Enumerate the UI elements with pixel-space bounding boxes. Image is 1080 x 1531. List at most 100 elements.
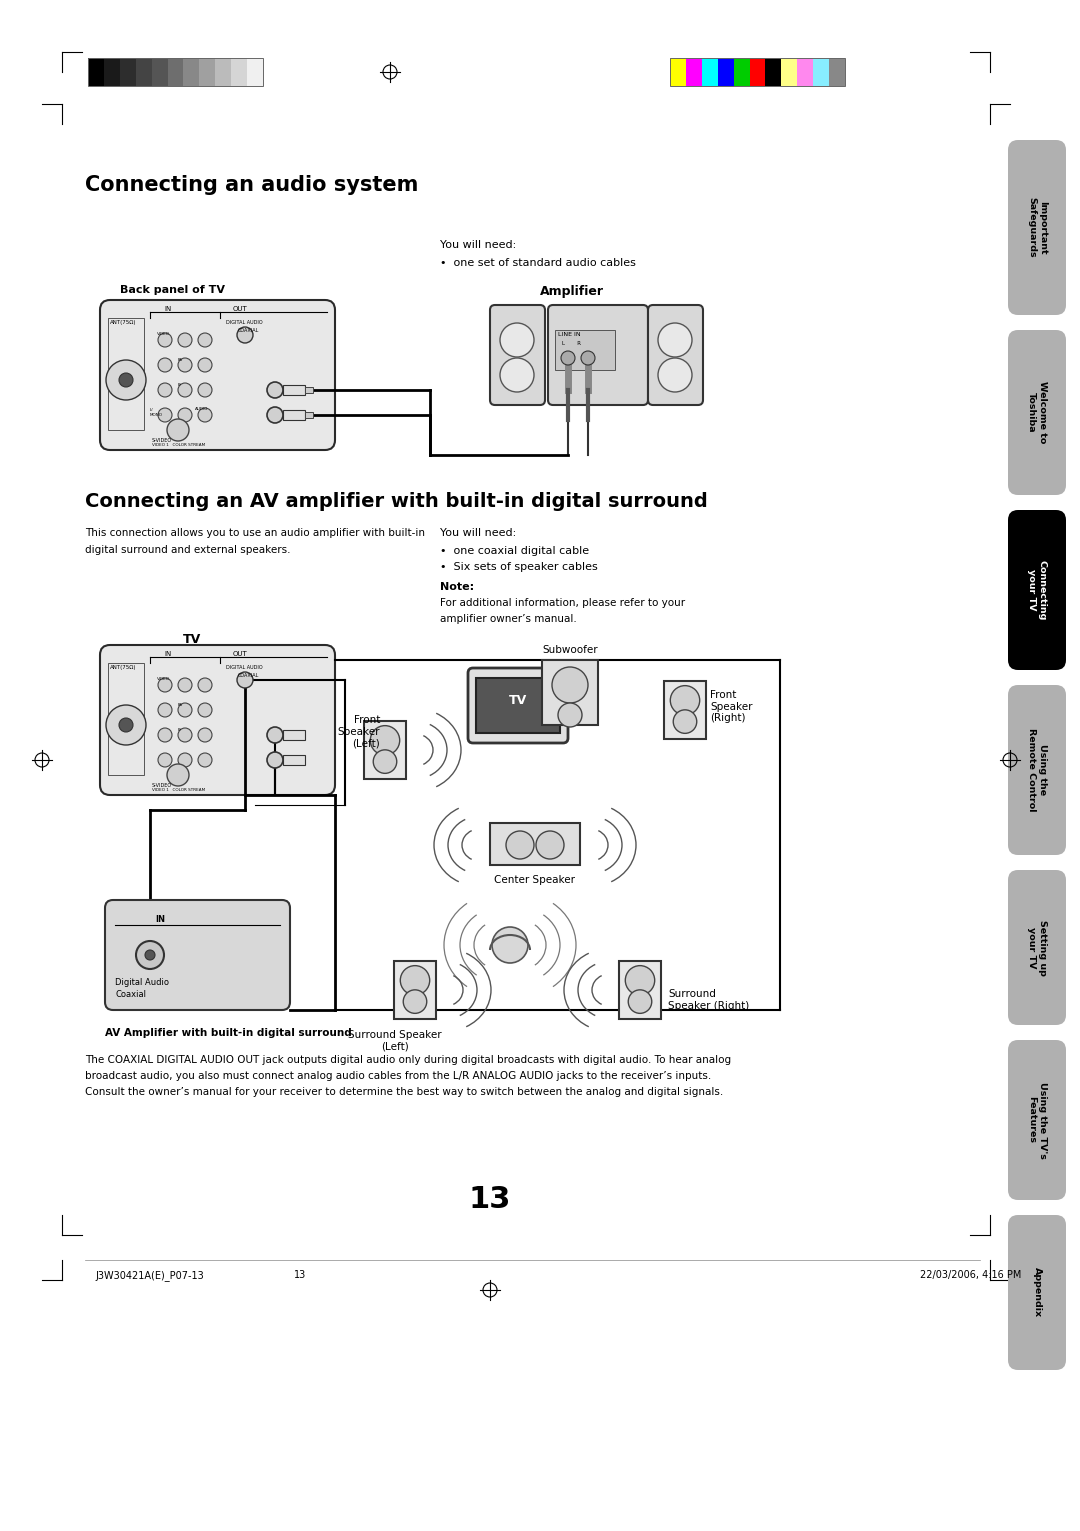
Bar xyxy=(167,58,184,86)
Circle shape xyxy=(145,951,156,960)
Circle shape xyxy=(178,729,192,743)
Circle shape xyxy=(500,358,534,392)
Circle shape xyxy=(267,752,283,769)
Circle shape xyxy=(581,351,595,364)
Text: Welcome to
Toshiba: Welcome to Toshiba xyxy=(1027,381,1047,444)
Circle shape xyxy=(658,358,692,392)
Circle shape xyxy=(198,678,212,692)
Bar xyxy=(283,755,305,766)
Circle shape xyxy=(401,966,430,995)
Circle shape xyxy=(536,831,564,859)
Circle shape xyxy=(178,678,192,692)
Text: L/
MONO: L/ MONO xyxy=(150,407,163,416)
Circle shape xyxy=(370,726,400,755)
Bar xyxy=(766,58,781,86)
Text: Subwoofer: Subwoofer xyxy=(542,645,598,655)
Bar xyxy=(283,730,305,739)
Text: Pr: Pr xyxy=(178,383,183,387)
Circle shape xyxy=(500,323,534,357)
Bar xyxy=(394,961,436,1020)
Text: S-VIDEO: S-VIDEO xyxy=(152,782,172,788)
Bar xyxy=(247,58,264,86)
Bar xyxy=(781,58,797,86)
Circle shape xyxy=(237,328,253,343)
Bar xyxy=(305,412,313,418)
Bar xyxy=(200,58,215,86)
Text: digital surround and external speakers.: digital surround and external speakers. xyxy=(85,545,291,556)
Bar xyxy=(555,331,615,371)
FancyBboxPatch shape xyxy=(105,900,291,1010)
Circle shape xyxy=(198,383,212,397)
Text: •  Six sets of speaker cables: • Six sets of speaker cables xyxy=(440,562,597,573)
Bar xyxy=(813,58,829,86)
Text: Connecting an audio system: Connecting an audio system xyxy=(85,175,418,194)
Bar xyxy=(87,58,264,86)
Text: Amplifier: Amplifier xyxy=(540,285,604,299)
Text: DIGITAL AUDIO: DIGITAL AUDIO xyxy=(226,664,262,671)
Bar xyxy=(283,384,305,395)
Circle shape xyxy=(558,703,582,727)
Text: AUDIO: AUDIO xyxy=(195,407,208,410)
Text: Note:: Note: xyxy=(440,582,474,592)
FancyBboxPatch shape xyxy=(1008,1040,1066,1200)
Circle shape xyxy=(267,383,283,398)
Circle shape xyxy=(136,942,164,969)
Circle shape xyxy=(119,374,133,387)
Text: •  one set of standard audio cables: • one set of standard audio cables xyxy=(440,259,636,268)
Text: This connection allows you to use an audio amplifier with built-in: This connection allows you to use an aud… xyxy=(85,528,426,537)
FancyBboxPatch shape xyxy=(1008,1216,1066,1370)
FancyBboxPatch shape xyxy=(1008,139,1066,315)
Text: Using the
Remote Control: Using the Remote Control xyxy=(1027,729,1047,811)
Circle shape xyxy=(673,710,697,733)
Text: Coaxial: Coaxial xyxy=(114,991,146,1000)
FancyBboxPatch shape xyxy=(548,305,648,406)
Circle shape xyxy=(267,407,283,423)
Text: S-VIDEO: S-VIDEO xyxy=(152,438,172,442)
Text: Surround Speaker
(Left): Surround Speaker (Left) xyxy=(348,1030,442,1052)
Circle shape xyxy=(552,668,588,703)
Text: Appendix: Appendix xyxy=(1032,1268,1041,1318)
Text: IN: IN xyxy=(156,916,165,925)
Bar xyxy=(136,58,151,86)
Bar xyxy=(87,58,104,86)
Text: The COAXIAL DIGITAL AUDIO OUT jack outputs digital audio only during digital bro: The COAXIAL DIGITAL AUDIO OUT jack outpu… xyxy=(85,1055,731,1066)
Text: amplifier owner’s manual.: amplifier owner’s manual. xyxy=(440,614,577,625)
Bar xyxy=(750,58,766,86)
Bar xyxy=(364,721,406,779)
Text: L       R: L R xyxy=(562,341,581,346)
Text: Pb: Pb xyxy=(178,703,184,707)
Text: TV: TV xyxy=(509,694,527,707)
Text: Digital Audio: Digital Audio xyxy=(114,978,168,987)
Circle shape xyxy=(267,727,283,743)
Circle shape xyxy=(561,351,575,364)
Circle shape xyxy=(178,383,192,397)
Bar xyxy=(490,824,580,865)
Circle shape xyxy=(158,407,172,423)
Text: You will need:: You will need: xyxy=(440,528,516,537)
Text: 13: 13 xyxy=(294,1271,306,1280)
Bar xyxy=(542,660,598,726)
Text: Front
Speaker
(Right): Front Speaker (Right) xyxy=(710,690,753,723)
Circle shape xyxy=(198,334,212,348)
Text: You will need:: You will need: xyxy=(440,240,516,250)
Circle shape xyxy=(198,407,212,423)
FancyBboxPatch shape xyxy=(468,668,568,743)
Text: Back panel of TV: Back panel of TV xyxy=(121,285,226,295)
Circle shape xyxy=(671,686,700,715)
Bar xyxy=(151,58,167,86)
Bar xyxy=(283,410,305,419)
Bar xyxy=(733,58,750,86)
Bar xyxy=(686,58,702,86)
Circle shape xyxy=(507,831,534,859)
Text: Important
Safeguards: Important Safeguards xyxy=(1027,197,1047,257)
Text: OUT: OUT xyxy=(232,651,247,657)
Text: LINE IN: LINE IN xyxy=(558,332,581,337)
Circle shape xyxy=(158,358,172,372)
Text: COAXIAL: COAXIAL xyxy=(238,328,259,334)
Circle shape xyxy=(198,753,212,767)
Text: •  one coaxial digital cable: • one coaxial digital cable xyxy=(440,547,589,556)
Circle shape xyxy=(178,753,192,767)
Text: For additional information, please refer to your: For additional information, please refer… xyxy=(440,599,685,608)
Text: VIDEO: VIDEO xyxy=(157,332,170,335)
Text: IN: IN xyxy=(164,651,172,657)
